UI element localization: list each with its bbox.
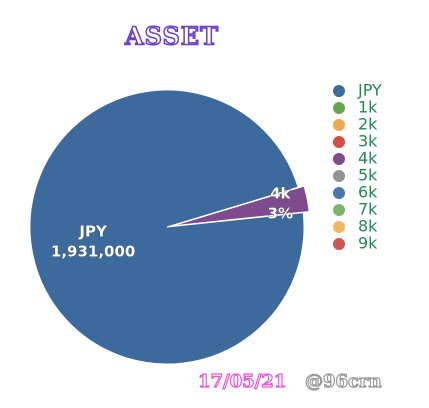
- legend-label: 8k: [358, 217, 378, 236]
- legend-label: 2k: [358, 115, 378, 134]
- pie-slice: [29, 89, 305, 365]
- slice-value-label: 1,931,000: [51, 242, 135, 260]
- legend-marker: [333, 119, 345, 131]
- slice-value-label: 3%: [268, 205, 293, 223]
- legend-label: 3k: [358, 132, 378, 151]
- legend-label: 1k: [358, 98, 378, 117]
- legend-marker: [333, 221, 345, 233]
- legend-marker: [333, 153, 345, 165]
- chart-title: ASSET: [124, 22, 219, 51]
- legend-marker: [333, 204, 345, 216]
- legend-label: 9k: [358, 234, 378, 253]
- legend-label: 7k: [358, 200, 378, 219]
- legend-marker: [333, 136, 345, 148]
- legend-label: 4k: [358, 149, 378, 168]
- slice-label: JPY: [78, 222, 108, 240]
- legend-marker: [333, 187, 345, 199]
- legend-marker: [333, 170, 345, 182]
- legend-label: 6k: [358, 183, 378, 202]
- pie-slice: [172, 185, 310, 227]
- legend-marker: [333, 102, 345, 114]
- watermark: @96crn: [305, 371, 382, 392]
- legend-marker: [333, 85, 345, 97]
- slice-label: 4k: [270, 185, 291, 203]
- legend-label: JPY: [357, 81, 382, 100]
- legend-label: 5k: [358, 166, 378, 185]
- legend-marker: [333, 238, 345, 250]
- footer-date: 17/05/21: [198, 371, 286, 392]
